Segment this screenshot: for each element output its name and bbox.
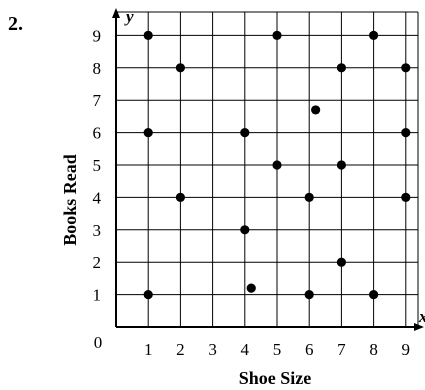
data-point <box>143 128 153 138</box>
y-tick-label: 7 <box>93 91 102 110</box>
data-point <box>304 290 314 300</box>
y-tick-label: 3 <box>93 221 102 240</box>
problem-number: 2. <box>8 13 23 35</box>
grid <box>116 11 419 327</box>
y-tick-label: 9 <box>93 26 102 45</box>
x-axis-arrow <box>414 323 424 331</box>
x-tick-label: 5 <box>273 340 282 359</box>
x-tick-label: 3 <box>208 340 217 359</box>
y-tick-label: 5 <box>93 156 102 175</box>
y-tick-label: 2 <box>93 253 102 272</box>
data-point <box>240 225 250 235</box>
tick-labels: 1 2 3 4 5 6 7 8 9 1 2 3 4 5 6 7 8 9 <box>93 26 411 359</box>
y-tick-label: 4 <box>93 188 102 207</box>
data-point <box>143 30 153 40</box>
data-point <box>175 192 185 202</box>
data-point <box>336 257 346 267</box>
data-points <box>143 30 411 300</box>
data-point <box>369 30 379 40</box>
data-point <box>246 283 256 293</box>
x-tick-label: 7 <box>337 340 346 359</box>
data-point <box>336 63 346 73</box>
axes <box>112 8 424 331</box>
x-tick-label: 1 <box>144 340 153 359</box>
data-point <box>272 160 282 170</box>
x-axis-label: Shoe Size <box>239 368 312 388</box>
data-point <box>175 63 185 73</box>
data-point <box>311 105 321 115</box>
y-axis-arrow <box>112 8 120 18</box>
x-tick-label: 4 <box>241 340 250 359</box>
data-point <box>401 192 411 202</box>
y-axis-letter: y <box>124 7 134 26</box>
data-point <box>143 290 153 300</box>
data-point <box>304 192 314 202</box>
data-point <box>336 160 346 170</box>
data-point <box>369 290 379 300</box>
origin-label: 0 <box>94 333 103 352</box>
data-point <box>272 30 282 40</box>
x-tick-label: 2 <box>176 340 185 359</box>
data-point <box>240 128 250 138</box>
x-axis-letter: x <box>418 307 425 326</box>
x-tick-label: 6 <box>305 340 314 359</box>
y-tick-label: 6 <box>93 124 102 143</box>
y-axis-label: Books Read <box>60 154 80 246</box>
x-tick-label: 8 <box>369 340 378 359</box>
y-tick-label: 8 <box>93 59 102 78</box>
y-tick-label: 1 <box>93 286 102 305</box>
data-point <box>401 63 411 73</box>
x-tick-label: 9 <box>402 340 411 359</box>
data-point <box>401 128 411 138</box>
